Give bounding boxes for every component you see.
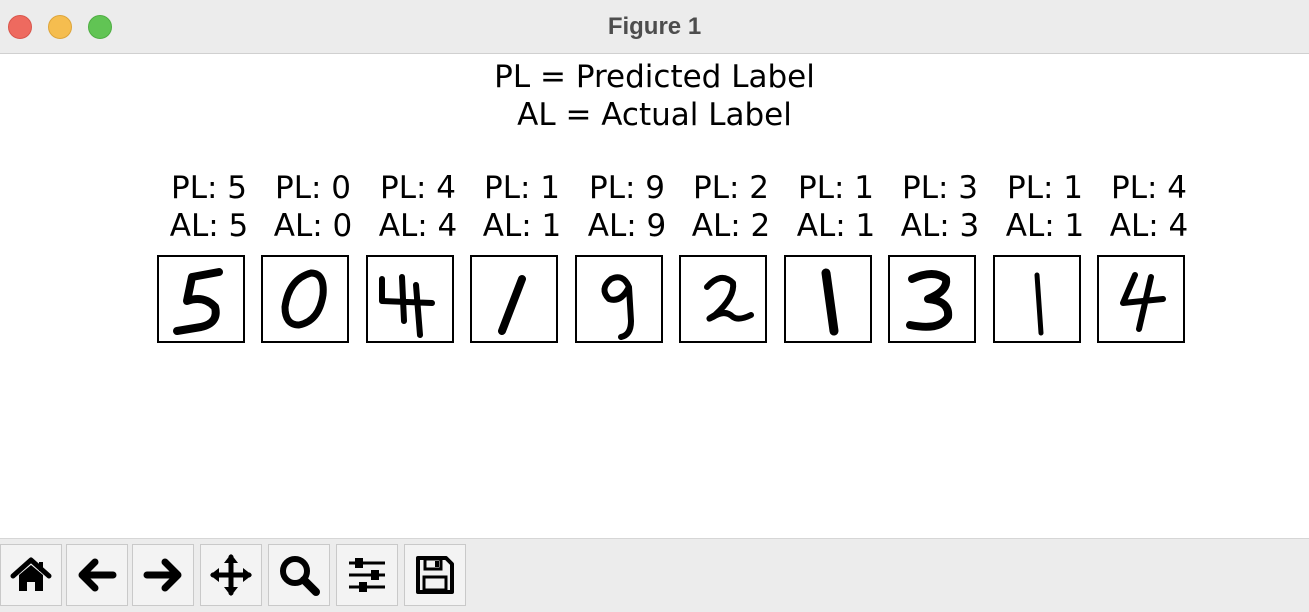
pan-move-icon xyxy=(208,552,254,598)
predicted-label: PL: 0 xyxy=(275,170,351,206)
figure-suptitle-line-2: AL = Actual Label xyxy=(517,97,792,133)
predicted-label: PL: 1 xyxy=(484,170,560,206)
zoom-button[interactable] xyxy=(268,544,330,606)
predicted-label: PL: 2 xyxy=(693,170,769,206)
pan-button[interactable] xyxy=(200,544,262,606)
digit-image xyxy=(157,255,245,343)
home-button[interactable] xyxy=(0,544,62,606)
actual-label: AL: 1 xyxy=(482,208,562,244)
actual-label: AL: 3 xyxy=(900,208,980,244)
actual-label: AL: 9 xyxy=(587,208,667,244)
zoom-magnifier-icon xyxy=(277,553,321,597)
digit-image xyxy=(261,255,349,343)
navigation-toolbar xyxy=(0,538,1309,612)
digit-image xyxy=(575,255,663,343)
actual-label: AL: 0 xyxy=(273,208,353,244)
window-title: Figure 1 xyxy=(607,13,702,40)
digit-image xyxy=(993,255,1081,343)
actual-label: AL: 4 xyxy=(1109,208,1189,244)
maximize-window-button[interactable] xyxy=(88,15,112,39)
digit-image xyxy=(888,255,976,343)
predicted-label: PL: 5 xyxy=(171,170,247,206)
configure-subplots-icon xyxy=(345,553,389,597)
figure-canvas: PL = Predicted Label AL = Actual Label P… xyxy=(0,55,1309,538)
back-button[interactable] xyxy=(66,544,128,606)
digit-image xyxy=(679,255,767,343)
home-icon xyxy=(9,553,53,597)
actual-label: AL: 4 xyxy=(378,208,458,244)
forward-arrow-icon xyxy=(141,553,185,597)
predicted-label: PL: 4 xyxy=(1111,170,1187,206)
actual-label: AL: 5 xyxy=(169,208,249,244)
actual-label: AL: 1 xyxy=(1005,208,1085,244)
forward-button[interactable] xyxy=(132,544,194,606)
save-floppy-icon xyxy=(413,553,457,597)
predicted-label: PL: 3 xyxy=(902,170,978,206)
title-bar: Figure 1 xyxy=(0,0,1309,54)
digit-image xyxy=(366,255,454,343)
predicted-label: PL: 1 xyxy=(1007,170,1083,206)
actual-label: AL: 1 xyxy=(796,208,876,244)
predicted-label: PL: 4 xyxy=(380,170,456,206)
digit-image xyxy=(470,255,558,343)
digit-image xyxy=(1097,255,1185,343)
configure-subplots-button[interactable] xyxy=(336,544,398,606)
close-window-button[interactable] xyxy=(8,15,32,39)
minimize-window-button[interactable] xyxy=(48,15,72,39)
figure-suptitle-line-1: PL = Predicted Label xyxy=(494,59,815,95)
actual-label: AL: 2 xyxy=(691,208,771,244)
predicted-label: PL: 1 xyxy=(798,170,874,206)
digit-image xyxy=(784,255,872,343)
predicted-label: PL: 9 xyxy=(589,170,665,206)
back-arrow-icon xyxy=(75,553,119,597)
save-figure-button[interactable] xyxy=(404,544,466,606)
